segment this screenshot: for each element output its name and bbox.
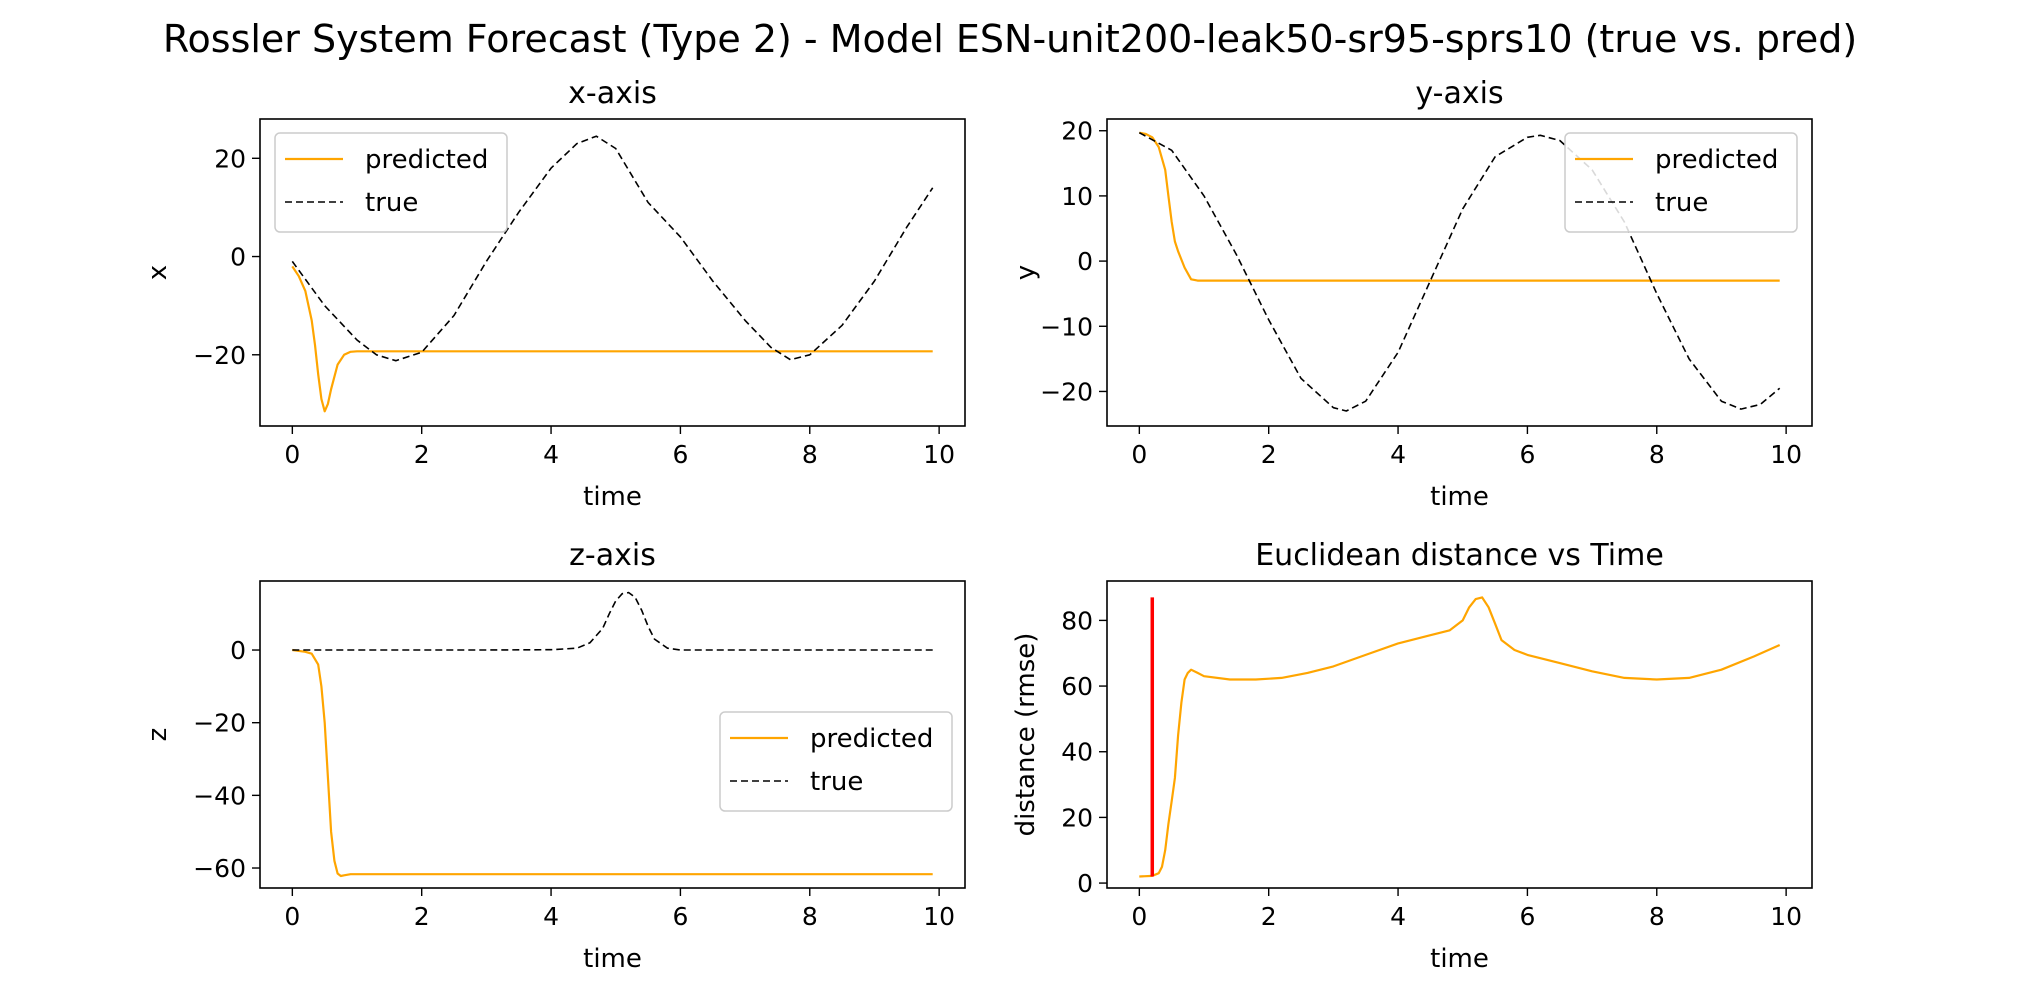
x-tick-label: 0: [284, 440, 300, 469]
x-axis-label: time: [1430, 482, 1489, 512]
y-tick-label: −20: [193, 709, 246, 738]
x-tick-label: 8: [1649, 440, 1665, 469]
y-tick-label: 0: [230, 243, 246, 272]
legend: predicted true: [1564, 132, 1798, 233]
y-tick-label: −60: [193, 854, 246, 883]
x-tick-label: 4: [543, 902, 559, 931]
y-tick-label: 10: [1061, 182, 1093, 211]
y-tick-label: 60: [1061, 672, 1093, 701]
x-tick-label: 2: [414, 440, 430, 469]
x-axis-label: time: [1430, 944, 1489, 974]
x-tick-label: 0: [1131, 902, 1147, 931]
y-axis-label: z: [143, 728, 173, 742]
y-tick-label: −10: [1040, 312, 1093, 341]
y-tick-label: 0: [230, 636, 246, 665]
subplot-title: y-axis: [1415, 76, 1503, 111]
y-tick-label: 20: [214, 144, 246, 173]
plot-frame: [1106, 580, 1813, 889]
subplot-z-axis: z-axis 0 2 4 6 8 10 −60 −40 −20 0 time z predicted tru…: [143, 538, 966, 974]
legend-label-true: true: [365, 188, 418, 218]
figure-title: Rossler System Forecast (Type 2) - Model…: [163, 17, 1857, 61]
series-predicted-line: [292, 648, 933, 878]
legend-label-predicted: predicted: [810, 724, 933, 754]
x-tick-label: 10: [923, 440, 955, 469]
y-axis-label: distance (rmse): [1011, 633, 1041, 837]
x-tick-label: 10: [1770, 902, 1802, 931]
x-tick-label: 10: [1770, 440, 1802, 469]
x-tick-label: 8: [1649, 902, 1665, 931]
y-tick-label: 0: [1077, 247, 1093, 276]
x-tick-label: 4: [1390, 440, 1406, 469]
x-tick-label: 6: [1519, 440, 1535, 469]
x-tick-label: 4: [1390, 902, 1406, 931]
x-tick-label: 2: [1261, 902, 1277, 931]
x-tick-label: 2: [1261, 440, 1277, 469]
legend-label-predicted: predicted: [1655, 145, 1778, 175]
x-tick-label: 10: [923, 902, 955, 931]
x-tick-label: 6: [1519, 902, 1535, 931]
x-tick-label: 6: [672, 902, 688, 931]
y-tick-label: 20: [1061, 117, 1093, 146]
legend-label-predicted: predicted: [365, 145, 488, 175]
x-tick-label: 8: [802, 902, 818, 931]
legend: predicted true: [719, 711, 953, 812]
subplot-title: Euclidean distance vs Time: [1255, 538, 1664, 573]
y-tick-label: −20: [193, 341, 246, 370]
series-predicted-line: [291, 265, 933, 413]
subplot-euclidean-distance: Euclidean distance vs Time 0 2 4 6 8 10 0 20 40 60…: [1011, 538, 1813, 974]
y-tick-label: −40: [193, 781, 246, 810]
series-true-line: [291, 135, 934, 362]
y-tick-label: 20: [1061, 803, 1093, 832]
x-tick-label: 0: [284, 902, 300, 931]
legend-label-true: true: [1655, 188, 1708, 218]
subplot-x-axis: x-axis 0 2 4 6 8 10 −20 0 20 time x predicted true: [143, 76, 966, 512]
series-predicted-line: [1139, 131, 1780, 282]
y-axis-label: y: [1011, 265, 1041, 280]
x-tick-label: 6: [672, 440, 688, 469]
series-true-line: [292, 591, 933, 651]
x-tick-label: 0: [1131, 440, 1147, 469]
legend-label-true: true: [810, 767, 863, 797]
legend: predicted true: [274, 132, 508, 233]
y-tick-label: 80: [1061, 606, 1093, 635]
subplot-y-axis: y-axis 0 2 4 6 8 10 −20 −10 0 10 20 time y predicted tr…: [1011, 76, 1813, 512]
y-tick-label: 40: [1061, 738, 1093, 767]
y-tick-label: 0: [1077, 869, 1093, 898]
y-axis-label: x: [143, 265, 173, 280]
x-tick-label: 4: [543, 440, 559, 469]
y-tick-label: −20: [1040, 377, 1093, 406]
subplot-title: z-axis: [569, 538, 656, 573]
series-true-line: [1138, 131, 1781, 412]
x-axis-label: time: [583, 482, 642, 512]
x-tick-label: 8: [802, 440, 818, 469]
x-tick-label: 2: [414, 902, 430, 931]
subplot-title: x-axis: [568, 76, 657, 111]
x-axis-label: time: [583, 944, 642, 974]
series-distance-line: [1139, 596, 1781, 878]
